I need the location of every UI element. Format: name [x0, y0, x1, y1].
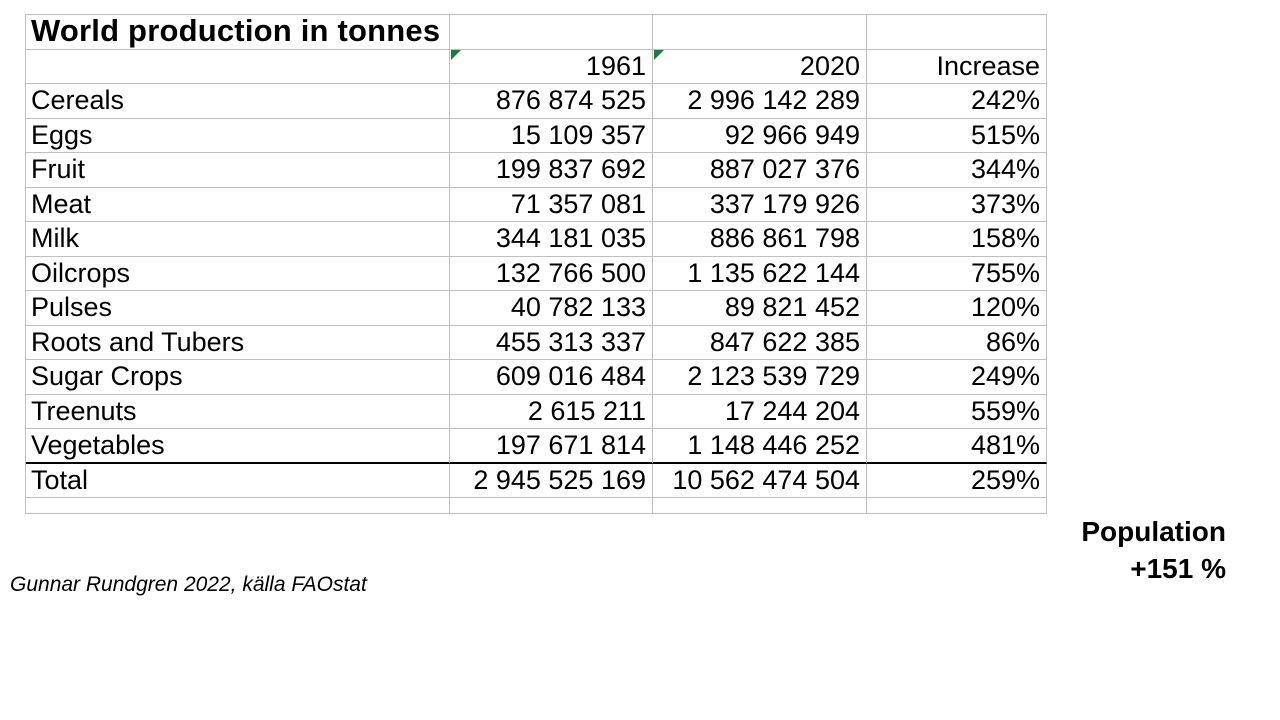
increase-cell: 120%: [867, 291, 1047, 326]
category-cell: Pulses: [26, 291, 450, 326]
value-1961-cell: 199 837 692: [450, 153, 653, 188]
empty-cell: [867, 498, 1047, 514]
value-2020-cell: 887 027 376: [653, 153, 867, 188]
table-row: Treenuts 2 615 211 17 244 204 559%: [26, 394, 1047, 429]
value-1961-cell: 132 766 500: [450, 256, 653, 291]
production-table: World production in tonnes 1961 2020 Inc…: [25, 14, 1047, 514]
empty-cell: [450, 15, 653, 50]
increase-cell: 242%: [867, 84, 1047, 119]
empty-cell: [26, 498, 450, 514]
increase-cell: 344%: [867, 153, 1047, 188]
category-cell: Milk: [26, 222, 450, 257]
category-cell: Meat: [26, 187, 450, 222]
increase-cell: 86%: [867, 325, 1047, 360]
value-1961-cell: 609 016 484: [450, 360, 653, 395]
category-cell: Oilcrops: [26, 256, 450, 291]
table-row: Sugar Crops 609 016 484 2 123 539 729 24…: [26, 360, 1047, 395]
increase-header-cell: Increase: [867, 49, 1047, 84]
table-title-row: World production in tonnes: [26, 15, 1047, 50]
value-2020-cell: 847 622 385: [653, 325, 867, 360]
value-2020-cell: 89 821 452: [653, 291, 867, 326]
value-2020-cell: 17 244 204: [653, 394, 867, 429]
table-header-row: 1961 2020 Increase: [26, 49, 1047, 84]
year-1961-header-cell: 1961: [450, 49, 653, 84]
population-note: Population +151 %: [1081, 513, 1226, 587]
table-row: Eggs 15 109 357 92 966 949 515%: [26, 118, 1047, 153]
value-2020-cell: 2 123 539 729: [653, 360, 867, 395]
category-cell: Eggs: [26, 118, 450, 153]
empty-cell: [867, 15, 1047, 50]
table-row: Vegetables 197 671 814 1 148 446 252 481…: [26, 429, 1047, 464]
category-cell: Total: [26, 463, 450, 498]
table-row: Pulses 40 782 133 89 821 452 120%: [26, 291, 1047, 326]
population-value: +151 %: [1130, 553, 1226, 584]
value-1961-cell: 15 109 357: [450, 118, 653, 153]
value-2020-cell: 886 861 798: [653, 222, 867, 257]
population-label: Population: [1081, 516, 1226, 547]
value-1961-cell: 40 782 133: [450, 291, 653, 326]
table-empty-row: [26, 498, 1047, 514]
empty-cell: [653, 498, 867, 514]
table-row: Roots and Tubers 455 313 337 847 622 385…: [26, 325, 1047, 360]
table-row: Milk 344 181 035 886 861 798 158%: [26, 222, 1047, 257]
category-cell: Cereals: [26, 84, 450, 119]
value-2020-cell: 1 135 622 144: [653, 256, 867, 291]
category-cell: Sugar Crops: [26, 360, 450, 395]
value-2020-cell: 337 179 926: [653, 187, 867, 222]
value-2020-cell: 92 966 949: [653, 118, 867, 153]
year-1961-label: 1961: [585, 50, 646, 81]
value-1961-cell: 2 945 525 169: [450, 463, 653, 498]
cell-flag-triangle-icon: [451, 49, 461, 60]
increase-cell: 559%: [867, 394, 1047, 429]
increase-cell: 249%: [867, 360, 1047, 395]
increase-cell: 515%: [867, 118, 1047, 153]
category-cell: Roots and Tubers: [26, 325, 450, 360]
value-2020-cell: 1 148 446 252: [653, 429, 867, 464]
value-1961-cell: 2 615 211: [450, 394, 653, 429]
table-row: Meat 71 357 081 337 179 926 373%: [26, 187, 1047, 222]
value-1961-cell: 344 181 035: [450, 222, 653, 257]
increase-cell: 481%: [867, 429, 1047, 464]
value-1961-cell: 455 313 337: [450, 325, 653, 360]
increase-cell: 158%: [867, 222, 1047, 257]
table-total-row: Total 2 945 525 169 10 562 474 504 259%: [26, 463, 1047, 498]
increase-cell: 755%: [867, 256, 1047, 291]
category-cell: Fruit: [26, 153, 450, 188]
year-2020-label: 2020: [799, 50, 860, 81]
value-2020-cell: 10 562 474 504: [653, 463, 867, 498]
table-title: World production in tonnes: [26, 15, 450, 50]
empty-cell: [653, 15, 867, 50]
value-1961-cell: 71 357 081: [450, 187, 653, 222]
cell-flag-triangle-icon: [654, 49, 664, 60]
year-2020-header-cell: 2020: [653, 49, 867, 84]
source-credit: Gunnar Rundgren 2022, källa FAOstat: [10, 573, 367, 596]
empty-cell: [450, 498, 653, 514]
increase-cell: 373%: [867, 187, 1047, 222]
increase-cell: 259%: [867, 463, 1047, 498]
category-cell: Vegetables: [26, 429, 450, 464]
value-1961-cell: 876 874 525: [450, 84, 653, 119]
category-cell: Treenuts: [26, 394, 450, 429]
table-row: Cereals 876 874 525 2 996 142 289 242%: [26, 84, 1047, 119]
table-row: Fruit 199 837 692 887 027 376 344%: [26, 153, 1047, 188]
value-2020-cell: 2 996 142 289: [653, 84, 867, 119]
value-1961-cell: 197 671 814: [450, 429, 653, 464]
category-header-cell: [26, 49, 450, 84]
table-row: Oilcrops 132 766 500 1 135 622 144 755%: [26, 256, 1047, 291]
